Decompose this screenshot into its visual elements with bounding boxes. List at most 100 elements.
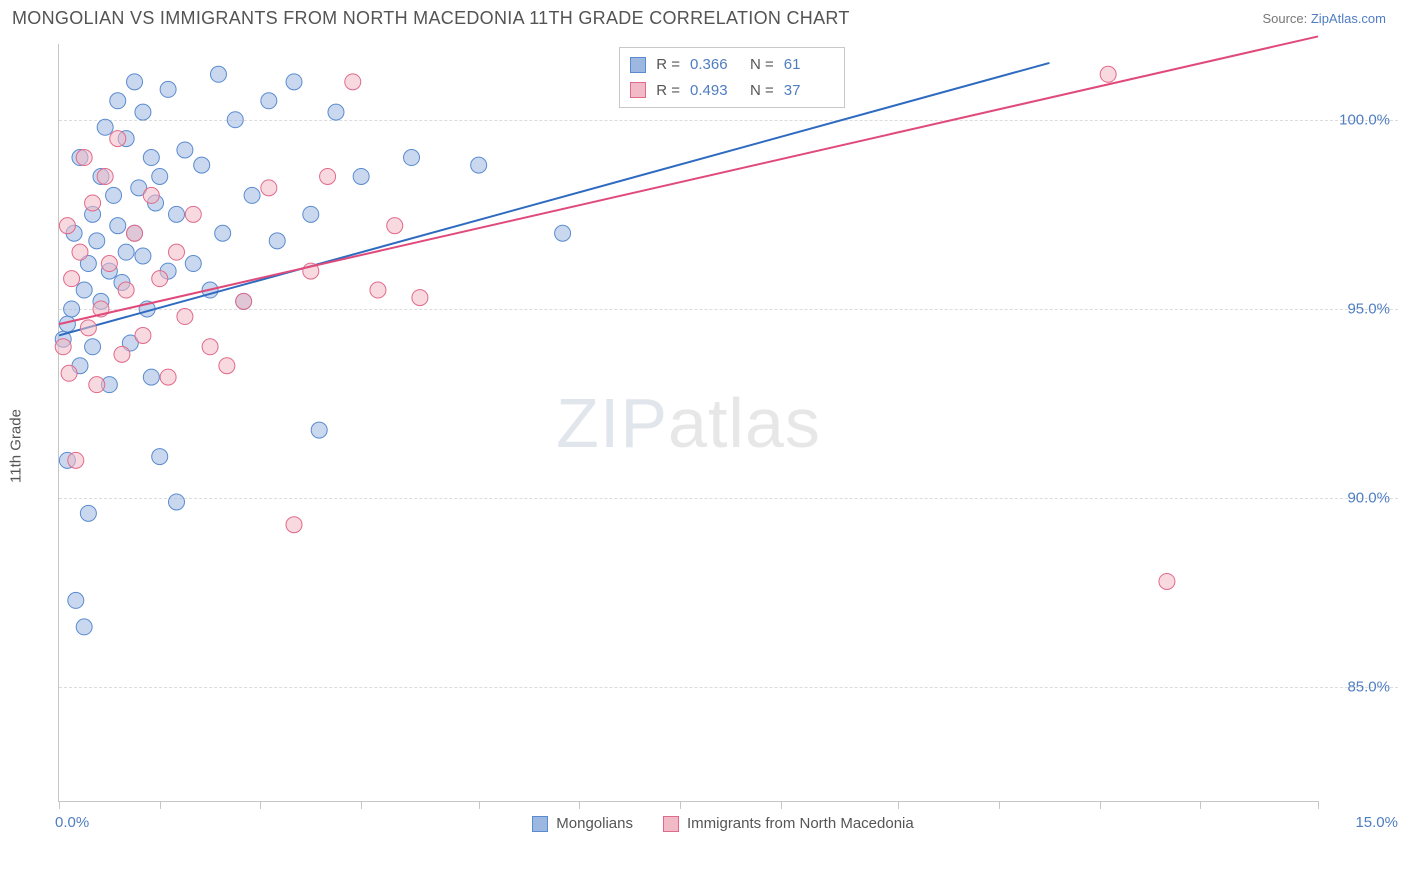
data-point bbox=[80, 320, 96, 336]
data-point bbox=[177, 142, 193, 158]
stats-row: R = 0.366 N = 61 bbox=[630, 52, 834, 78]
data-point bbox=[160, 369, 176, 385]
data-point bbox=[320, 168, 336, 184]
data-point bbox=[59, 218, 75, 234]
data-point bbox=[89, 377, 105, 393]
data-point bbox=[261, 93, 277, 109]
data-point bbox=[97, 119, 113, 135]
data-point bbox=[118, 282, 134, 298]
x-tick bbox=[1318, 801, 1319, 809]
stats-n-label: N = bbox=[750, 78, 774, 104]
data-point bbox=[76, 150, 92, 166]
data-point bbox=[118, 244, 134, 260]
data-point bbox=[169, 206, 185, 222]
data-point bbox=[412, 290, 428, 306]
data-point bbox=[85, 195, 101, 211]
data-point bbox=[89, 233, 105, 249]
x-tick bbox=[260, 801, 261, 809]
data-point bbox=[1159, 573, 1175, 589]
data-point bbox=[328, 104, 344, 120]
stats-row: R = 0.493 N = 37 bbox=[630, 78, 834, 104]
stats-n-label: N = bbox=[750, 52, 774, 78]
data-point bbox=[286, 74, 302, 90]
stats-swatch bbox=[630, 57, 646, 73]
data-point bbox=[227, 112, 243, 128]
data-point bbox=[97, 168, 113, 184]
stats-swatch bbox=[630, 82, 646, 98]
data-point bbox=[303, 206, 319, 222]
x-tick bbox=[1200, 801, 1201, 809]
chart-title: MONGOLIAN VS IMMIGRANTS FROM NORTH MACED… bbox=[12, 8, 850, 29]
source-link[interactable]: ZipAtlas.com bbox=[1311, 11, 1386, 26]
legend-item: Mongolians bbox=[532, 815, 633, 832]
data-point bbox=[110, 93, 126, 109]
x-tick bbox=[1100, 801, 1101, 809]
data-point bbox=[169, 244, 185, 260]
data-point bbox=[152, 449, 168, 465]
data-point bbox=[101, 256, 117, 272]
data-point bbox=[68, 592, 84, 608]
data-point bbox=[244, 187, 260, 203]
data-point bbox=[143, 369, 159, 385]
data-point bbox=[202, 339, 218, 355]
data-point bbox=[114, 346, 130, 362]
data-point bbox=[143, 150, 159, 166]
stats-r-value: 0.493 bbox=[690, 78, 740, 104]
data-point bbox=[286, 517, 302, 533]
stats-n-value: 61 bbox=[784, 52, 834, 78]
data-point bbox=[261, 180, 277, 196]
source: Source: ZipAtlas.com bbox=[1262, 11, 1386, 26]
y-tick-label: 85.0% bbox=[1347, 679, 1390, 696]
legend: Mongolians Immigrants from North Macedoni… bbox=[48, 815, 1398, 832]
legend-label: Immigrants from North Macedonia bbox=[687, 815, 914, 832]
data-point bbox=[61, 365, 77, 381]
data-point bbox=[236, 293, 252, 309]
data-point bbox=[143, 187, 159, 203]
y-tick-label: 100.0% bbox=[1339, 111, 1390, 128]
x-tick bbox=[898, 801, 899, 809]
x-tick bbox=[479, 801, 480, 809]
x-tick bbox=[160, 801, 161, 809]
data-point bbox=[110, 131, 126, 147]
source-label: Source: bbox=[1262, 11, 1310, 26]
svg-layer bbox=[59, 44, 1318, 801]
data-point bbox=[194, 157, 210, 173]
data-point bbox=[177, 309, 193, 325]
data-point bbox=[404, 150, 420, 166]
data-point bbox=[64, 301, 80, 317]
data-point bbox=[185, 206, 201, 222]
plot-region: ZIPatlas 85.0%90.0%95.0%100.0%0.0%15.0%R… bbox=[58, 44, 1318, 802]
trend-line bbox=[59, 63, 1049, 336]
data-point bbox=[152, 168, 168, 184]
legend-swatch bbox=[663, 816, 679, 832]
x-tick bbox=[361, 801, 362, 809]
x-tick bbox=[680, 801, 681, 809]
chart-area: ZIPatlas 85.0%90.0%95.0%100.0%0.0%15.0%R… bbox=[48, 44, 1398, 842]
data-point bbox=[76, 282, 92, 298]
data-point bbox=[345, 74, 361, 90]
data-point bbox=[68, 452, 84, 468]
stats-n-value: 37 bbox=[784, 78, 834, 104]
stats-r-value: 0.366 bbox=[690, 52, 740, 78]
stats-r-label: R = bbox=[656, 78, 680, 104]
data-point bbox=[64, 271, 80, 287]
data-point bbox=[311, 422, 327, 438]
data-point bbox=[215, 225, 231, 241]
data-point bbox=[135, 104, 151, 120]
data-point bbox=[353, 168, 369, 184]
data-point bbox=[210, 66, 226, 82]
data-point bbox=[387, 218, 403, 234]
data-point bbox=[555, 225, 571, 241]
data-point bbox=[85, 339, 101, 355]
data-point bbox=[55, 339, 71, 355]
data-point bbox=[160, 81, 176, 97]
x-tick bbox=[781, 801, 782, 809]
data-point bbox=[76, 619, 92, 635]
stats-box: R = 0.366 N = 61 R = 0.493 N = 37 bbox=[619, 47, 845, 108]
title-bar: MONGOLIAN VS IMMIGRANTS FROM NORTH MACED… bbox=[0, 0, 1406, 33]
data-point bbox=[72, 244, 88, 260]
legend-swatch bbox=[532, 816, 548, 832]
legend-label: Mongolians bbox=[556, 815, 633, 832]
y-tick-label: 90.0% bbox=[1347, 490, 1390, 507]
stats-r-label: R = bbox=[656, 52, 680, 78]
